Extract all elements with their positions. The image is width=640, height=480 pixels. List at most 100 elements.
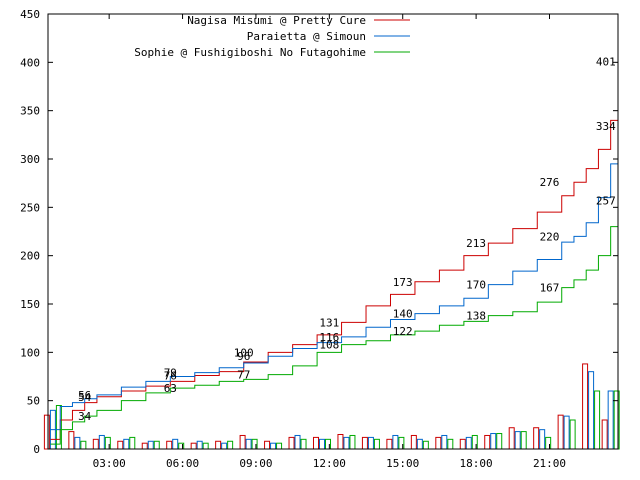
hourly-bar (594, 390, 601, 450)
point-label: 54 (78, 391, 92, 404)
hourly-bar (367, 436, 374, 450)
point-label: 56 (78, 389, 91, 402)
hourly-bar (337, 434, 344, 450)
hourly-bars (43, 363, 620, 450)
hourly-bar (276, 442, 283, 450)
hourly-bar (343, 436, 350, 450)
y-tick-label: 100 (20, 346, 40, 359)
hourly-bar (422, 440, 429, 450)
hourly-bar (563, 415, 570, 450)
hourly-bar (294, 434, 301, 450)
point-label: 220 (540, 230, 560, 243)
hourly-bar (373, 438, 380, 450)
hourly-bar (435, 436, 442, 450)
hourly-bar (349, 434, 356, 450)
hourly-bar (496, 433, 503, 450)
hourly-bar (361, 436, 368, 450)
x-tick-label: 06:00 (166, 457, 199, 470)
point-label: 79 (164, 367, 177, 380)
point-label: 140 (393, 308, 413, 321)
hourly-bar (318, 438, 325, 450)
hourly-bar (68, 431, 75, 450)
hourly-bar (490, 433, 497, 450)
hourly-bar (129, 436, 136, 450)
hourly-bar (312, 436, 319, 450)
point-label: 34 (78, 410, 92, 423)
hourly-bar (459, 438, 466, 450)
hourly-bar (92, 438, 99, 450)
hourly-bar (43, 414, 50, 450)
hourly-bar (441, 434, 448, 450)
x-tick-label: 03:00 (93, 457, 126, 470)
axes: 0 50 100 150 200 250 300 350 400 450 03:00 06:00 09:… (20, 8, 619, 470)
hourly-bar (141, 442, 148, 450)
hourly-bar (601, 419, 608, 450)
legend-label: Paraietta @ Simoun (247, 30, 366, 43)
hourly-bar (539, 429, 546, 450)
x-tick-label: 18:00 (460, 457, 493, 470)
point-label: 122 (393, 325, 413, 338)
hourly-bar (447, 438, 454, 450)
hourly-bar (508, 427, 515, 450)
point-label: 100 (234, 346, 254, 359)
legend-label: Sophie @ Fushigiboshi No Futagohime (134, 46, 366, 59)
hourly-bar (172, 438, 179, 450)
hourly-bar (533, 427, 540, 450)
y-tick-label: 200 (20, 250, 40, 263)
point-label: 63 (164, 382, 177, 395)
hourly-bar (416, 438, 423, 450)
y-tick-label: 0 (33, 443, 40, 456)
plot-frame (47, 13, 619, 450)
hourly-bar (465, 436, 472, 450)
series-lines (50, 61, 619, 445)
y-tick-label: 300 (20, 153, 40, 166)
legend: Nagisa Misumi @ Pretty Cure Paraietta @ S… (134, 14, 410, 59)
hourly-bar (221, 442, 228, 450)
hourly-bar (607, 390, 614, 450)
point-label: 108 (319, 339, 339, 352)
y-tick-label: 350 (20, 105, 40, 118)
y-tick-label: 400 (20, 56, 40, 69)
series-line-1 (50, 126, 619, 431)
hourly-bar (153, 440, 160, 450)
hourly-bar (410, 434, 417, 450)
point-label: 138 (466, 310, 486, 323)
hourly-bar (190, 442, 197, 450)
hourly-bar (215, 440, 222, 450)
hourly-bar (98, 434, 105, 450)
hourly-bar (270, 442, 277, 450)
x-tick-label: 09:00 (239, 457, 272, 470)
point-label: 96 (237, 350, 250, 363)
point-label: 173 (393, 276, 413, 289)
point-label: 401 (596, 55, 616, 68)
point-label: 131 (319, 316, 339, 329)
x-tick-label: 12:00 (313, 457, 346, 470)
y-tick-label: 250 (20, 201, 40, 214)
hourly-bar (166, 440, 173, 450)
hourly-bar (288, 436, 295, 450)
hourly-bar (245, 438, 252, 450)
point-label: 257 (596, 195, 616, 208)
point-label: 213 (466, 237, 486, 250)
point-labels: 56 76 100 131 173 213 276 401 54 79 96 116 140 170 220… (78, 55, 616, 423)
y-tick-label: 50 (27, 395, 40, 408)
hourly-bar (80, 440, 87, 450)
point-label: 170 (466, 279, 486, 292)
hourly-bar (300, 438, 307, 450)
hourly-bar (123, 438, 130, 450)
point-label: 116 (319, 331, 339, 344)
point-label: 334 (596, 120, 616, 133)
hourly-bar (582, 363, 589, 450)
hourly-bar (74, 436, 81, 450)
hourly-bar (392, 434, 399, 450)
y-tick-label: 450 (20, 8, 40, 21)
hourly-bar (557, 414, 564, 450)
point-label: 167 (540, 282, 560, 295)
hourly-bar (227, 440, 234, 450)
hourly-bar (264, 440, 271, 450)
hourly-bar (117, 440, 124, 450)
series-line-0 (50, 61, 619, 440)
hourly-bar (239, 434, 246, 450)
hourly-bar (202, 442, 209, 450)
hourly-bar (484, 434, 491, 450)
